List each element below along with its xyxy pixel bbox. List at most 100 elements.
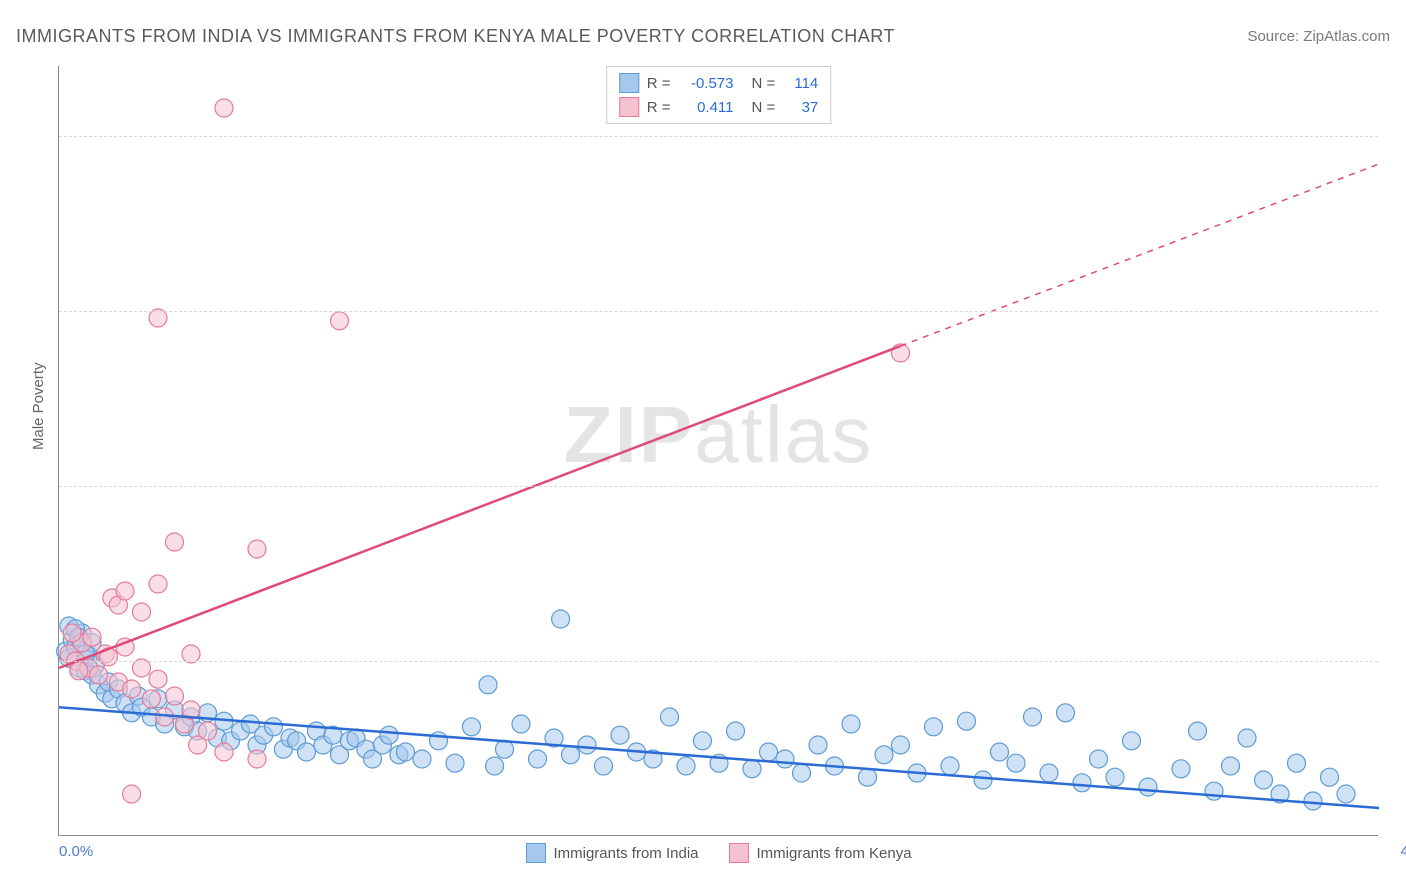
data-point	[70, 662, 88, 680]
data-point	[809, 736, 827, 754]
y-tick-label: 25.0%	[1388, 478, 1406, 495]
plot-svg	[59, 66, 1378, 835]
data-point	[512, 715, 530, 733]
data-point	[413, 750, 431, 768]
data-point	[552, 610, 570, 628]
series-name: Immigrants from India	[553, 845, 698, 862]
data-point	[991, 743, 1009, 761]
data-point	[149, 575, 167, 593]
data-point	[479, 676, 497, 694]
legend-row: R = 0.411 N = 37	[619, 95, 819, 119]
legend-n-value: 37	[783, 99, 818, 116]
data-point	[1222, 757, 1240, 775]
legend-n-value: 114	[783, 75, 818, 92]
data-point	[166, 687, 184, 705]
data-point	[793, 764, 811, 782]
legend-r-value: -0.573	[679, 75, 734, 92]
correlation-legend: R = -0.573 N = 114 R = 0.411 N = 37	[606, 66, 832, 124]
data-point	[248, 540, 266, 558]
data-point	[1238, 729, 1256, 747]
legend-r-label: R =	[647, 75, 671, 92]
legend-swatch	[619, 73, 639, 93]
data-point	[958, 712, 976, 730]
series-name: Immigrants from Kenya	[757, 845, 912, 862]
data-point	[486, 757, 504, 775]
data-point	[578, 736, 596, 754]
legend-swatch	[525, 843, 545, 863]
data-point	[248, 750, 266, 768]
data-point	[562, 746, 580, 764]
x-tick-label: 40.0%	[1400, 843, 1406, 860]
regression-line	[59, 346, 901, 668]
data-point	[116, 582, 134, 600]
data-point	[727, 722, 745, 740]
grid-line	[59, 311, 1378, 312]
data-point	[90, 666, 108, 684]
data-point	[859, 768, 877, 786]
legend-r-label: R =	[647, 99, 671, 116]
data-point	[1288, 754, 1306, 772]
y-tick-label: 50.0%	[1388, 128, 1406, 145]
legend-n-label: N =	[752, 75, 776, 92]
data-point	[1321, 768, 1339, 786]
data-point	[925, 718, 943, 736]
data-point	[1123, 732, 1141, 750]
data-point	[776, 750, 794, 768]
data-point	[446, 754, 464, 772]
data-point	[1090, 750, 1108, 768]
data-point	[611, 726, 629, 744]
data-point	[941, 757, 959, 775]
data-point	[842, 715, 860, 733]
data-point	[595, 757, 613, 775]
data-point	[1139, 778, 1157, 796]
y-tick-label: 37.5%	[1388, 303, 1406, 320]
data-point	[974, 771, 992, 789]
data-point	[265, 718, 283, 736]
data-point	[1057, 704, 1075, 722]
plot-area: ZIPatlas R =-0.573N =114R =0.411N =37 Im…	[58, 66, 1378, 836]
data-point	[1304, 792, 1322, 810]
data-point	[743, 760, 761, 778]
data-point	[1024, 708, 1042, 726]
data-point	[1172, 760, 1190, 778]
data-point	[142, 690, 160, 708]
data-point	[1255, 771, 1273, 789]
legend-swatch	[619, 97, 639, 117]
data-point	[298, 743, 316, 761]
data-point	[380, 726, 398, 744]
data-point	[677, 757, 695, 775]
data-point	[156, 708, 174, 726]
legend-n-label: N =	[752, 99, 776, 116]
data-point	[215, 743, 233, 761]
data-point	[892, 736, 910, 754]
data-point	[875, 746, 893, 764]
data-point	[1040, 764, 1058, 782]
data-point	[123, 785, 141, 803]
grid-line	[59, 661, 1378, 662]
grid-line	[59, 486, 1378, 487]
data-point	[760, 743, 778, 761]
data-point	[133, 603, 151, 621]
data-point	[1106, 768, 1124, 786]
legend-r-value: 0.411	[679, 99, 734, 116]
regression-line-extrapolated	[901, 164, 1380, 346]
data-point	[1073, 774, 1091, 792]
data-point	[661, 708, 679, 726]
data-point	[529, 750, 547, 768]
data-point	[149, 670, 167, 688]
data-point	[1205, 782, 1223, 800]
series-legend-item: Immigrants from Kenya	[729, 843, 912, 863]
data-point	[1007, 754, 1025, 772]
data-point	[331, 312, 349, 330]
legend-row: R = -0.573 N = 114	[619, 71, 819, 95]
data-point	[1189, 722, 1207, 740]
series-legend-item: Immigrants from India	[525, 843, 698, 863]
series-legend: Immigrants from India Immigrants from Ken…	[525, 843, 911, 863]
data-point	[215, 99, 233, 117]
legend-swatch	[729, 843, 749, 863]
chart-title: IMMIGRANTS FROM INDIA VS IMMIGRANTS FROM…	[16, 26, 895, 47]
source-label: Source: ZipAtlas.com	[1247, 28, 1390, 45]
data-point	[63, 624, 81, 642]
data-point	[694, 732, 712, 750]
data-point	[166, 533, 184, 551]
